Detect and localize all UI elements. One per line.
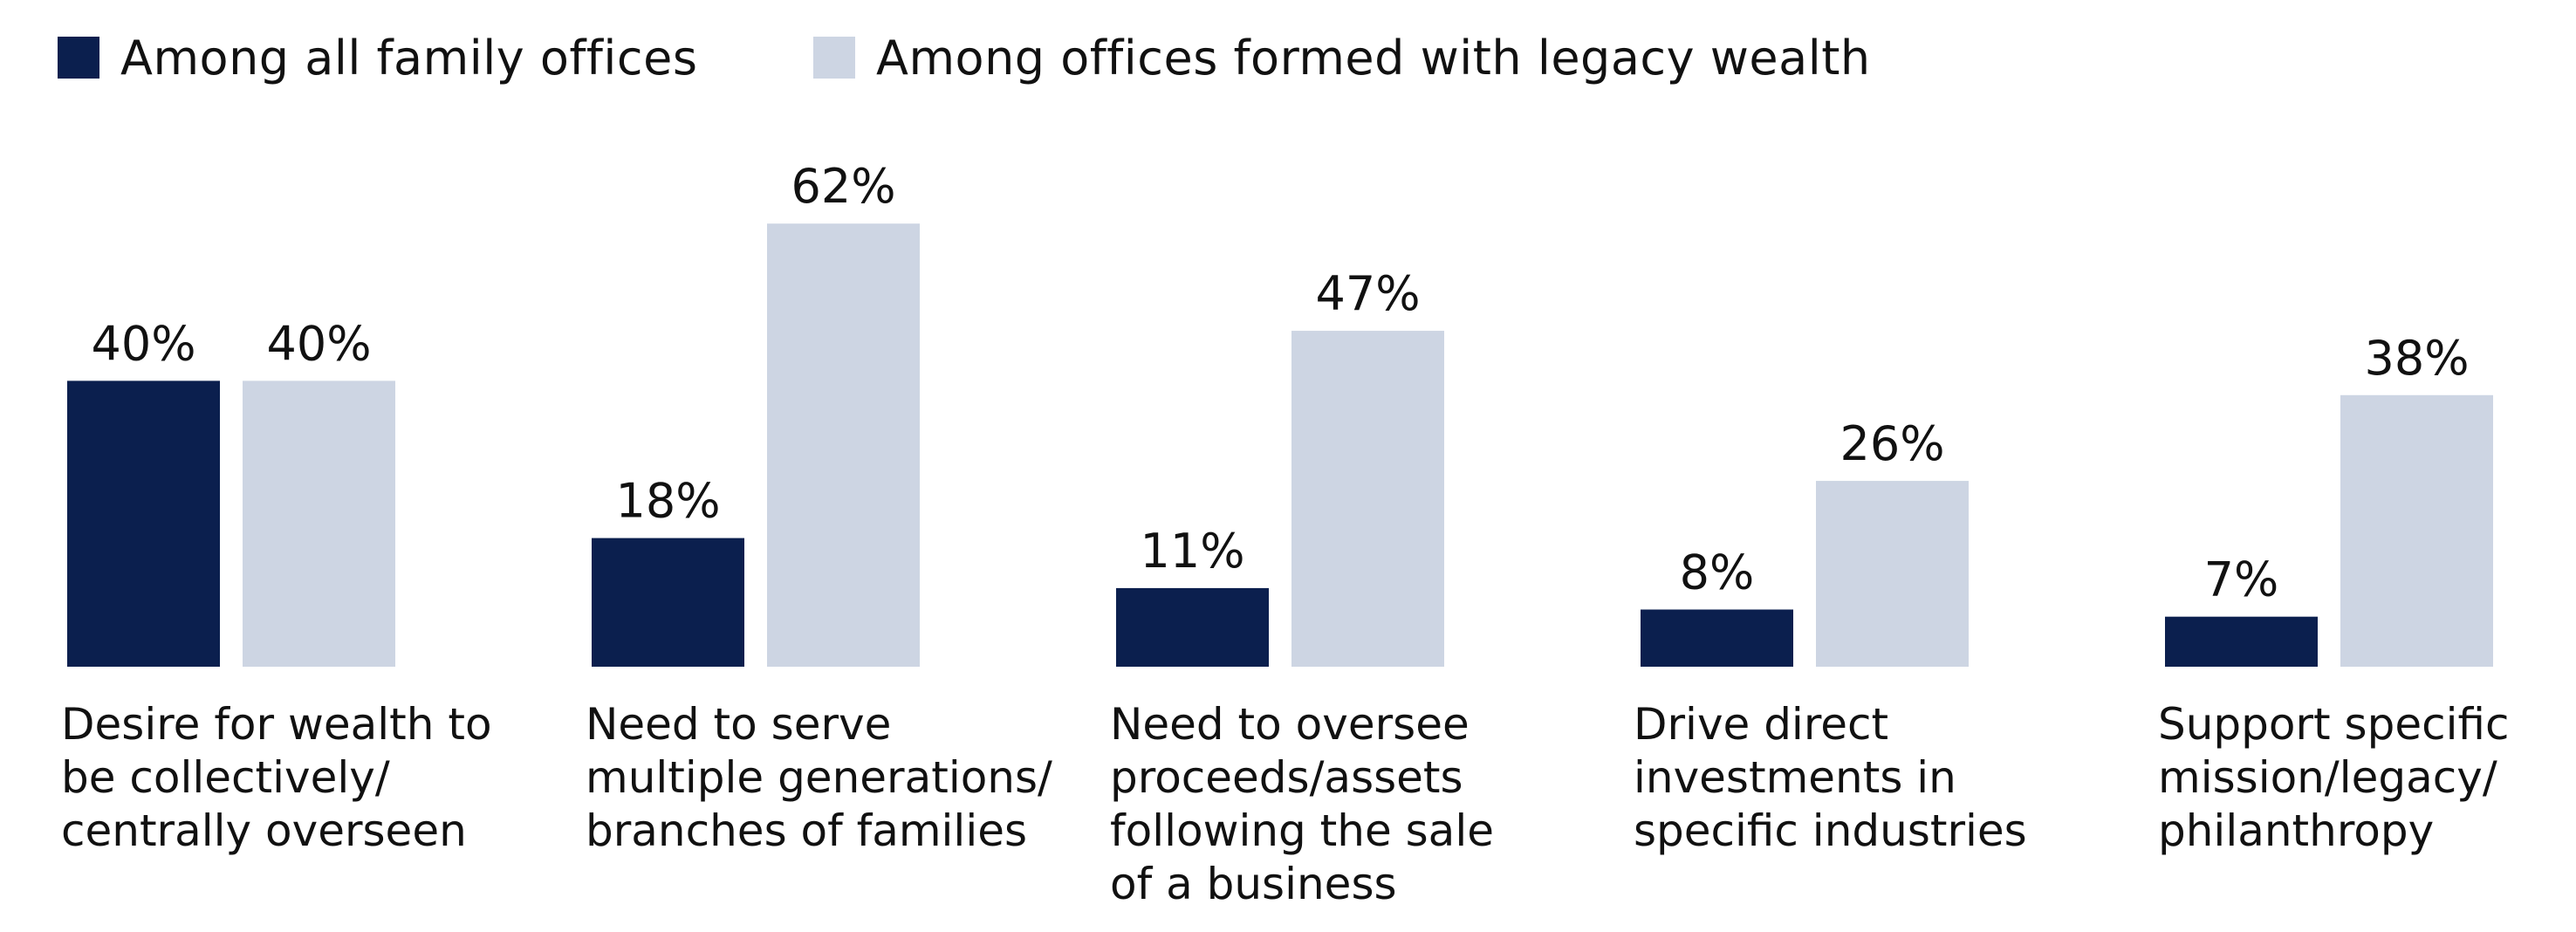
bar-series-1-category-3: [1816, 481, 1969, 667]
data-label: 40%: [91, 316, 195, 371]
data-label: 11%: [1140, 524, 1244, 579]
data-label: 47%: [1315, 266, 1420, 321]
bar-series-0-category-4: [2165, 616, 2318, 667]
legend-item-legacy-wealth: Among offices formed with legacy wealth: [813, 30, 1871, 86]
bar-series-0-category-3: [1641, 609, 1793, 667]
category-label: Desire for wealth to be collectively/ ce…: [61, 699, 492, 856]
data-label: 26%: [1840, 416, 1944, 471]
data-label: 40%: [266, 316, 371, 371]
legend-label-legacy-wealth: Among offices formed with legacy wealth: [876, 30, 1871, 86]
bar-series-1-category-2: [1291, 331, 1444, 667]
data-label: 8%: [1680, 545, 1755, 600]
bar-series-0-category-0: [67, 380, 220, 667]
category-label: Need to oversee proceeds/assets followin…: [1110, 699, 1494, 909]
legend-swatch-all-offices: [58, 37, 99, 79]
data-label: 18%: [615, 474, 720, 529]
data-label: 62%: [791, 159, 895, 214]
bar-series-1-category-4: [2340, 394, 2493, 667]
legend-label-all-offices: Among all family offices: [120, 30, 698, 86]
data-label: 7%: [2204, 552, 2279, 607]
category-label: Support specific mission/legacy/ philant…: [2158, 699, 2510, 856]
bar-series-1-category-1: [767, 223, 920, 667]
legend-item-all-offices: Among all family offices: [58, 30, 698, 86]
bar-series-0-category-1: [592, 538, 744, 667]
category-label: Need to serve multiple generations/ bran…: [586, 699, 1052, 856]
legend-swatch-legacy-wealth: [813, 37, 855, 79]
bar-series-0-category-2: [1116, 587, 1269, 667]
bar-series-1-category-0: [243, 380, 395, 667]
data-label: 38%: [2364, 331, 2469, 386]
category-label: Drive direct investments in specific ind…: [1634, 699, 2027, 856]
